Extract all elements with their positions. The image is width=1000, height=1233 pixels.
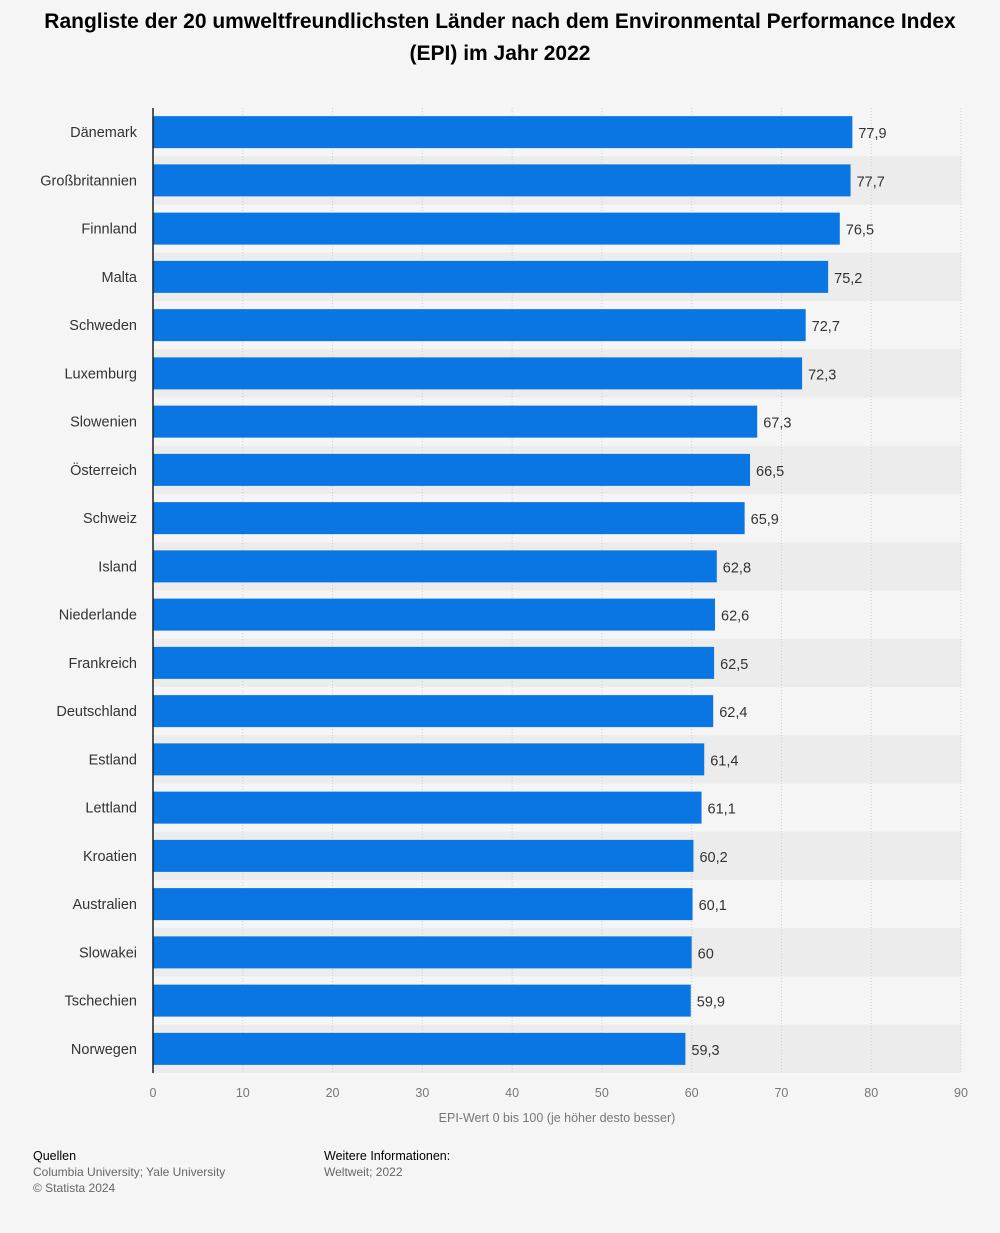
category-label: Tschechien — [64, 994, 137, 1010]
category-label: Luxemburg — [64, 366, 137, 382]
bar — [153, 550, 717, 583]
category-label: Österreich — [70, 461, 137, 479]
bar — [153, 695, 714, 728]
bar — [153, 116, 853, 149]
value-label: 61,4 — [710, 753, 738, 769]
category-label: Schweiz — [83, 511, 137, 527]
category-label: Slowakei — [79, 945, 137, 961]
x-tick-label: 70 — [774, 1086, 788, 1100]
value-label: 62,6 — [721, 609, 749, 625]
value-label: 62,8 — [723, 560, 751, 576]
bar — [153, 212, 840, 245]
bar — [153, 357, 803, 390]
value-label: 59,9 — [697, 995, 725, 1011]
x-tick-label: 20 — [326, 1086, 340, 1100]
bar — [153, 646, 715, 679]
value-label: 76,5 — [846, 223, 874, 239]
value-label: 75,2 — [834, 271, 862, 287]
category-label: Finnland — [81, 222, 137, 238]
info-text: Weltweit; 2022 — [324, 1165, 403, 1179]
value-label: 67,3 — [763, 416, 791, 432]
bar — [153, 936, 692, 969]
value-label: 60 — [698, 946, 714, 962]
value-label: 77,7 — [857, 174, 885, 190]
value-label: 77,9 — [858, 126, 886, 142]
x-tick-label: 0 — [150, 1086, 157, 1100]
value-label: 66,5 — [756, 464, 784, 480]
value-label: 61,1 — [708, 802, 736, 818]
sources-block: Quellen Columbia University; Yale Univer… — [33, 1148, 225, 1196]
x-tick-label: 40 — [505, 1086, 519, 1100]
category-label: Australien — [73, 897, 137, 913]
value-label: 62,5 — [720, 657, 748, 673]
x-tick-label: 80 — [864, 1086, 878, 1100]
x-tick-label: 10 — [236, 1086, 250, 1100]
info-block: Weitere Informationen: Weltweit; 2022 — [324, 1148, 450, 1180]
category-label: Deutschland — [56, 704, 137, 720]
category-label: Island — [98, 559, 137, 575]
info-heading: Weitere Informationen: — [324, 1149, 451, 1163]
x-tick-label: 30 — [415, 1086, 429, 1100]
bar — [153, 743, 705, 776]
x-tick-label: 50 — [595, 1086, 609, 1100]
value-label: 60,1 — [699, 898, 727, 914]
value-label: 59,3 — [691, 1043, 719, 1059]
value-label: 72,7 — [812, 319, 840, 335]
copyright-text: © Statista 2024 — [33, 1181, 116, 1195]
category-label: Slowenien — [70, 415, 137, 431]
bar — [153, 164, 851, 197]
bar-chart: Dänemark 77,9 Großbritannien 77,7 Finnland 76… — [40, 108, 968, 1125]
category-label: Estland — [89, 752, 137, 768]
sources-text: Columbia University; Yale University — [33, 1165, 226, 1179]
category-label: Schweden — [69, 318, 137, 334]
chart-title: Rangliste der 20 umweltfreundlichsten Lä… — [44, 10, 956, 65]
bar — [153, 984, 691, 1017]
category-label: Niederlande — [59, 608, 137, 624]
category-label: Großbritannien — [40, 173, 137, 189]
bar — [153, 405, 758, 438]
category-label: Frankreich — [69, 656, 138, 672]
bar — [153, 260, 829, 293]
bar — [153, 502, 745, 535]
bar — [153, 453, 751, 486]
bar — [153, 839, 694, 872]
value-label: 72,3 — [808, 367, 836, 383]
value-label: 60,2 — [699, 850, 727, 866]
bar — [153, 1032, 686, 1065]
x-axis-label: EPI-Wert 0 bis 100 (je höher desto besse… — [439, 1111, 676, 1125]
category-label: Malta — [102, 270, 138, 286]
category-label: Norwegen — [71, 1042, 137, 1058]
bar — [153, 309, 806, 342]
bar — [153, 598, 716, 631]
x-tick-label: 90 — [954, 1086, 968, 1100]
value-label: 65,9 — [751, 512, 779, 528]
bar — [153, 888, 693, 921]
category-label: Lettland — [85, 801, 137, 817]
x-tick-label: 60 — [685, 1086, 699, 1100]
category-label: Kroatien — [83, 849, 137, 865]
category-label: Dänemark — [70, 125, 138, 141]
bar — [153, 791, 702, 824]
value-label: 62,4 — [719, 705, 747, 721]
sources-heading: Quellen — [33, 1149, 77, 1163]
